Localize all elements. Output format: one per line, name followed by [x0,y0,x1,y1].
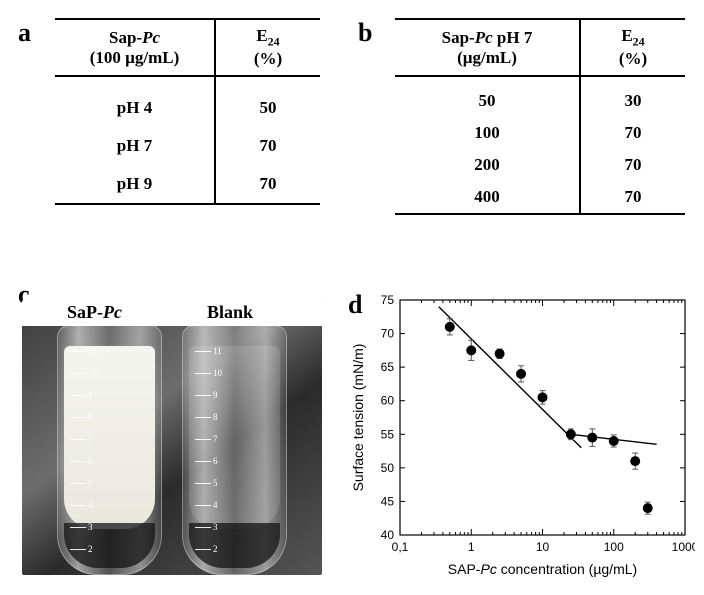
svg-text:50: 50 [381,461,395,475]
table-a-h1-text: Sap- [109,28,142,47]
table-b-r0-c1: 30 [580,85,685,117]
table-a-h1-ital: Pc [142,28,160,47]
table-b-h2-line2: (%) [619,49,647,68]
table-b-r1-c0: 100 [395,117,580,149]
table-b-r2-c0: 200 [395,149,580,181]
table-b-h1-ital: Pc [475,28,493,47]
table-a-h2-main: E [256,26,267,45]
table-a-h1-line2: (100 µg/mL) [90,48,180,67]
svg-text:SAP-Pc concentration (µg/mL): SAP-Pc concentration (µg/mL) [448,561,637,577]
table-b-h1-line2: (µg/mL) [457,48,517,67]
table-b: Sap-Pc pH 7 (µg/mL) E24 (%) 50 30 100 70… [395,18,685,223]
svg-text:55: 55 [381,427,395,441]
table-a-r1-c0: pH 7 [55,127,215,165]
tube-right-grad: 111098765432 [195,351,225,549]
table-b-r0-c0: 50 [395,85,580,117]
table-a-r2-c1: 70 [215,165,320,204]
svg-text:Surface tension (mN/m): Surface tension (mN/m) [350,344,366,492]
table-a-r0-c0: pH 4 [55,89,215,127]
table-b-header-2: E24 (%) [580,19,685,76]
svg-text:45: 45 [381,494,395,508]
svg-text:1000: 1000 [672,540,695,554]
tube-left: 111098765432 [57,325,162,575]
tube-left-label: SaP-Pc [67,302,122,323]
table-b-h2-main: E [621,26,632,45]
table-a-header-2: E24 (%) [215,19,320,76]
svg-text:1: 1 [468,540,475,554]
panel-d-chart: 40455055606570750,11101001000SAP-Pc conc… [345,290,695,580]
table-b-h2-sub: 24 [633,34,645,48]
svg-text:70: 70 [381,327,395,341]
svg-text:65: 65 [381,360,395,374]
table-b-r2-c1: 70 [580,149,685,181]
svg-text:100: 100 [604,540,624,554]
table-b-header-1: Sap-Pc pH 7 (µg/mL) [395,19,580,76]
table-b-r3-c1: 70 [580,181,685,214]
svg-text:0,1: 0,1 [392,540,409,554]
table-a-r0-c1: 50 [215,89,320,127]
tube-right: 111098765432 [182,325,287,575]
svg-text:75: 75 [381,293,395,307]
tube-right-label: Blank [207,302,253,323]
table-a-r2-c0: pH 9 [55,165,215,204]
panel-a-label: a [18,18,31,48]
table-b-h1a: Sap- [442,28,475,47]
tube-left-label-text: SaP-Pc [67,302,122,322]
table-a-h2-sub: 24 [268,34,280,48]
table-b-h1b: pH 7 [493,28,533,47]
table-a-h2-line2: (%) [254,49,282,68]
panel-b-label: b [358,18,372,48]
table-a: Sap-Pc (100 µg/mL) E24 (%) pH 4 50 pH 7 … [55,18,320,217]
table-a-r1-c1: 70 [215,127,320,165]
chart-svg: 40455055606570750,11101001000SAP-Pc conc… [345,290,695,580]
table-b-r1-c1: 70 [580,117,685,149]
table-b-r3-c0: 400 [395,181,580,214]
tube-left-grad: 111098765432 [70,351,100,549]
svg-text:10: 10 [536,540,550,554]
panel-c-photo: SaP-Pc Blank 111098765432 111098765432 [22,300,322,575]
svg-text:60: 60 [381,394,395,408]
table-a-header-1: Sap-Pc (100 µg/mL) [55,19,215,76]
